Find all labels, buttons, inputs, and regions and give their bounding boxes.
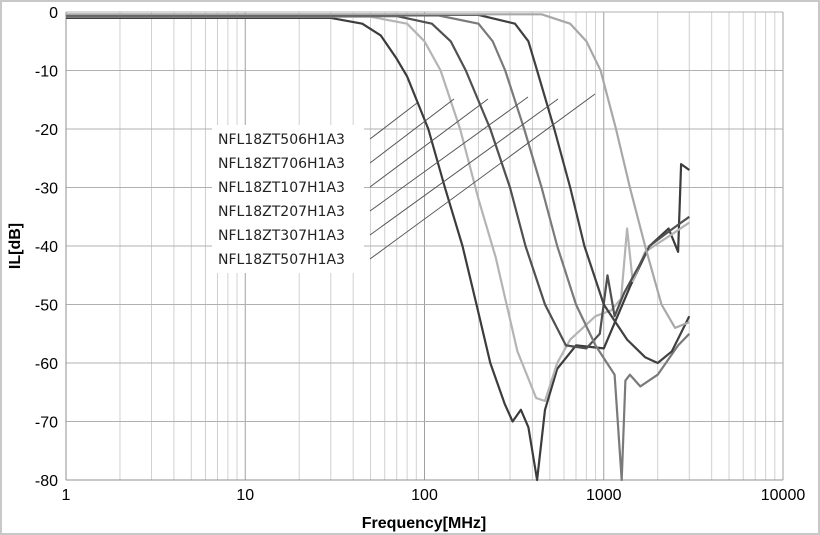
legend-label: NFL18ZT506H1A3 [218,132,345,148]
y-tick-label: -20 [35,122,58,139]
series-line [66,13,690,329]
leader-line [369,98,489,188]
y-tick-label: -70 [35,415,58,432]
series-line [66,15,690,350]
leader-line [369,98,559,236]
series-lines [66,13,691,482]
legend-label: NFL18ZT706H1A3 [218,156,345,172]
y-tick-label: -30 [35,181,58,198]
y-tick-label: -80 [35,473,58,490]
series-line [66,13,691,365]
legend-label: NFL18ZT507H1A3 [218,252,345,268]
tick-labels: 1 10 100 1000 10000 0 -10 -20 -30 -40 -50 -60 -70 -80 [35,5,805,504]
y-tick-label: -10 [35,64,58,81]
legend-label: NFL18ZT207H1A3 [218,204,345,220]
leader-line [369,102,418,140]
x-tick-label: 10000 [761,487,806,504]
x-tick-label: 100 [411,487,438,504]
series-line [66,15,690,403]
y-tick-label: -40 [35,239,58,256]
y-tick-label: 0 [49,5,58,22]
y-tick-label: -50 [35,298,58,315]
leader-line [369,96,529,212]
leader-line [369,98,455,164]
legend-label: NFL18ZT307H1A3 [218,228,345,244]
legend-label: NFL18ZT107H1A3 [218,180,345,196]
x-tick-label: 1 [62,487,71,504]
y-axis-label: IL[dB] [7,223,24,269]
x-axis-label: Frequency[MHz] [362,515,486,532]
y-tick-label: -60 [35,356,58,373]
legend: NFL18ZT506H1A3 NFL18ZT706H1A3 NFL18ZT107H1… [212,93,596,273]
x-tick-label: 1000 [586,487,622,504]
x-tick-label: 10 [236,487,254,504]
series-line [66,14,691,482]
leader-line [369,93,596,260]
legend-background [212,125,364,273]
